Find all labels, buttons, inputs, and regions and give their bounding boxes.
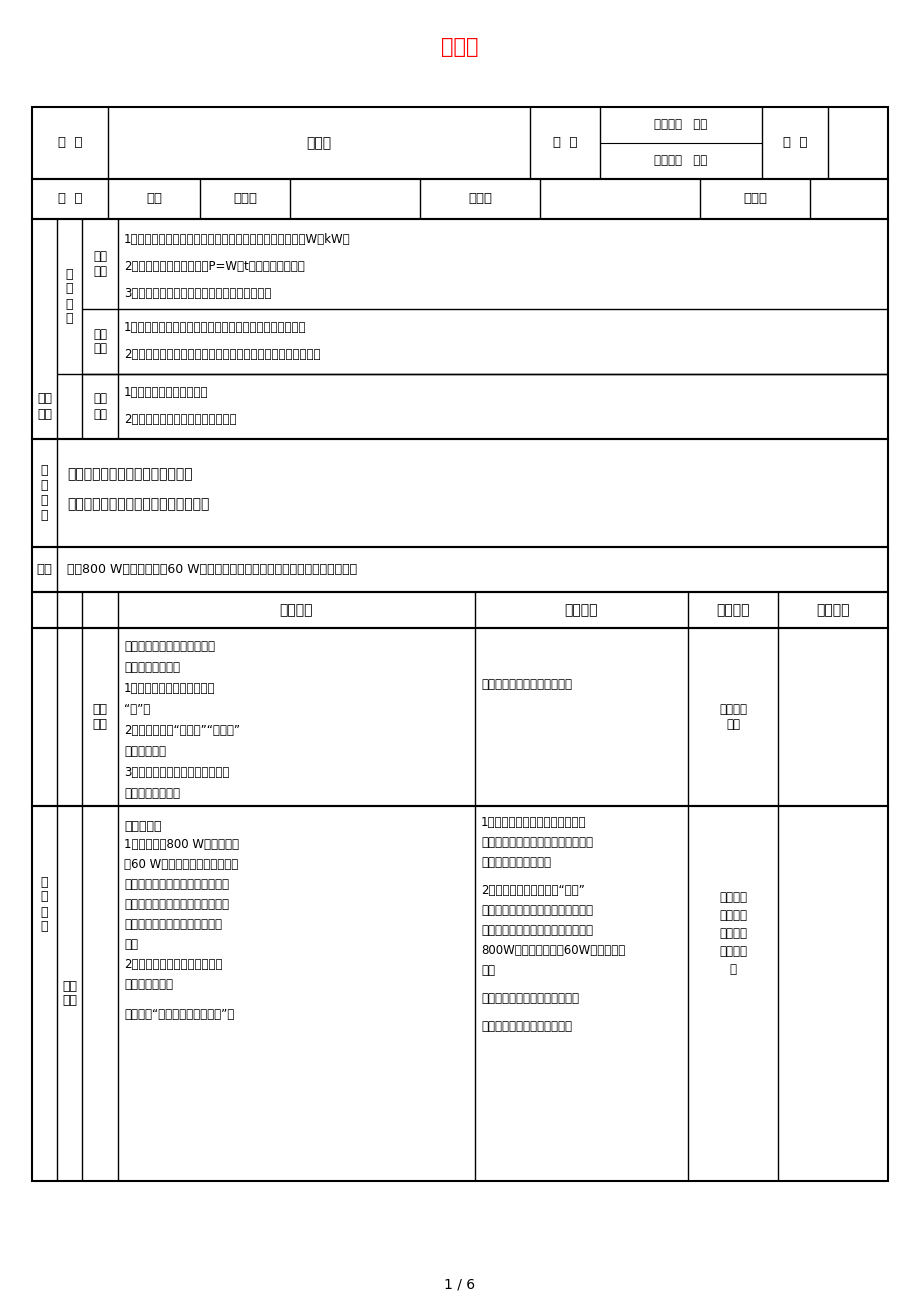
Text: 学
习
目
标: 学 习 目 标 (65, 267, 74, 326)
Text: 设计意图: 设计意图 (716, 603, 749, 617)
Text: 电功率: 电功率 (441, 36, 478, 57)
Text: 审核人: 审核人 (743, 193, 766, 206)
Text: 课  时: 课 时 (552, 137, 576, 150)
Text: 1．知道电功率表示消耗电能的快慢，知道电功率的单位是W或kW。: 1．知道电功率表示消耗电能的快慢，知道电功率的单位是W或kW。 (124, 233, 350, 246)
Text: 2．通过观察电能表的读数可以: 2．通过观察电能表的读数可以 (124, 958, 222, 971)
Text: 重
点
难
点: 重 点 难 点 (40, 464, 48, 522)
Text: 使学生得到直观认识：不同用电: 使学生得到直观认识：不同用电 (481, 992, 578, 1005)
Text: 提出问题，引导学生提出在生: 提出问题，引导学生提出在生 (124, 641, 215, 654)
Text: 的示教板，引导学生思考怎样利用: 的示教板，引导学生思考怎样利用 (124, 878, 229, 891)
Text: 不同时，电能表铝盘转速不同，表明: 不同时，电能表铝盘转速不同，表明 (481, 904, 593, 917)
Text: 所给器材进行实验，比较两个瓦数: 所给器材进行实验，比较两个瓦数 (124, 898, 229, 911)
Text: 2．学生通过实验观察出“瓦数”: 2．学生通过实验观察出“瓦数” (481, 884, 584, 897)
Text: 的学习兴: 的学习兴 (719, 909, 746, 922)
Text: 启
动
课
堂: 启 动 课 堂 (40, 875, 48, 934)
Text: 慢。: 慢。 (481, 963, 494, 976)
Text: 3．会用电功率的概念解释生活中的一些现象。: 3．会用电功率的概念解释生活中的一些现象。 (124, 286, 271, 299)
Text: 得到什么结论？: 得到什么结论？ (124, 978, 173, 991)
Text: 不同的灯泡在消耗电能上有何不: 不同的灯泡在消耗电能上有何不 (124, 918, 221, 931)
Text: 一只800 W的灯泡，一只60 W的灯泡，一个带电能表的示教板，多媒体设备。: 一只800 W的灯泡，一只60 W的灯泡，一个带电能表的示教板，多媒体设备。 (67, 562, 357, 575)
Text: 2．会用电功率的计算公式P=W／t进行简单的计算。: 2．会用电功率的计算公式P=W／t进行简单的计算。 (124, 260, 304, 273)
Text: 想法进行讨论和补充。: 想法进行讨论和补充。 (481, 855, 550, 868)
Bar (32, 439, 887, 547)
Text: 出自己的实验思路，并对这组学生的: 出自己的实验思路，并对这组学生的 (481, 836, 593, 849)
Text: 课  题: 课 题 (58, 137, 82, 150)
Text: 电功率: 电功率 (306, 135, 331, 150)
Text: 能力
目标: 能力 目标 (93, 328, 107, 355)
Text: 教师活动: 教师活动 (279, 603, 312, 617)
Text: 学生活动: 学生活动 (564, 603, 597, 617)
Text: 教学
过程: 教学 过程 (62, 979, 77, 1008)
Text: 800W的消耗电能快，60W的消耗电能: 800W的消耗电能快，60W的消耗电能 (481, 944, 625, 957)
Text: 新课
引入: 新课 引入 (93, 703, 108, 730)
Text: 器材: 器材 (37, 562, 52, 575)
Text: 2．培养学生实事求是的科学态度。: 2．培养学生实事求是的科学态度。 (124, 413, 236, 426)
Bar (32, 178, 887, 219)
Text: 复备人: 复备人 (468, 193, 492, 206)
Text: 1．在学生讨论后，选一组学生说: 1．在学生讨论后，选一组学生说 (481, 816, 586, 829)
Text: 课  型: 课 型 (58, 193, 82, 206)
Bar (32, 107, 887, 178)
Text: 是什么意思？: 是什么意思？ (124, 745, 165, 758)
Text: 只60 W的灯泡、一个接好电能表: 只60 W的灯泡、一个接好电能表 (124, 858, 238, 871)
Text: 复备标注: 复备标注 (815, 603, 849, 617)
Text: 1 / 6: 1 / 6 (444, 1277, 475, 1292)
Text: 力: 力 (729, 963, 736, 976)
Text: 学生的能: 学生的能 (719, 945, 746, 958)
Text: 了两个灯泡消耗电能的快慢不一样，: 了两个灯泡消耗电能的快慢不一样， (481, 924, 593, 937)
Text: 播放视频“用电能表测量电功率”。: 播放视频“用电能表测量电功率”。 (124, 1008, 234, 1021)
Text: 1．激发学生的学习兴趣。: 1．激发学生的学习兴趣。 (124, 385, 209, 398)
Text: 激励学生
回答: 激励学生 回答 (719, 703, 746, 730)
Text: 3．电器瓦数不一样，表现在消耗: 3．电器瓦数不一样，表现在消耗 (124, 766, 229, 779)
Text: 器消耗电能快慢是不一样的。: 器消耗电能快慢是不一样的。 (481, 1019, 572, 1032)
Text: 一、电功率: 一、电功率 (124, 820, 162, 833)
Text: 新授: 新授 (146, 193, 162, 206)
Text: 感知
目标: 感知 目标 (37, 392, 52, 421)
Text: 难点：运用电功率公式计算实际问题。: 难点：运用电功率公式计算实际问题。 (67, 497, 210, 510)
Text: 2．通过对生活中实际问题的探讨，加深对电功率概念的理解。: 2．通过对生活中实际问题的探讨，加深对电功率概念的理解。 (124, 348, 320, 361)
Text: 日  期: 日 期 (782, 137, 806, 150)
Text: 主备人: 主备人 (233, 193, 256, 206)
Text: 学生讨论出各种不同的结果。: 学生讨论出各种不同的结果。 (481, 678, 572, 691)
Bar (32, 592, 887, 628)
Text: 提高学生: 提高学生 (719, 891, 746, 904)
Text: “瓦”？: “瓦”？ (124, 703, 150, 716)
Text: 2．平常所说的“瓦数大”“瓦数小”: 2．平常所说的“瓦数大”“瓦数小” (124, 724, 240, 737)
Bar (32, 628, 887, 806)
Text: 同？: 同？ (124, 937, 138, 950)
Bar (32, 219, 887, 439)
Bar (32, 547, 887, 592)
Text: 1．提供一只800 W的灯泡、一: 1．提供一只800 W的灯泡、一 (124, 838, 239, 852)
Text: 电能上有何不同？: 电能上有何不同？ (124, 786, 180, 799)
Text: 趣、培养: 趣、培养 (719, 927, 746, 940)
Text: 1．观察体验电能表表盘转动快慢跟用电器电功率的关系。: 1．观察体验电能表表盘转动快慢跟用电器电功率的关系。 (124, 322, 306, 335)
Text: 本单元第   课时: 本单元第 课时 (653, 155, 707, 168)
Bar (32, 806, 887, 1181)
Text: 重点：掌握电功率的概念、公式。: 重点：掌握电功率的概念、公式。 (67, 467, 192, 480)
Text: 1．生活中什么地方经常提到: 1．生活中什么地方经常提到 (124, 682, 215, 695)
Text: 活中对瓦的认识。: 活中对瓦的认识。 (124, 661, 180, 674)
Text: 知识
目标: 知识 目标 (93, 250, 107, 279)
Text: 情感
目标: 情感 目标 (93, 392, 107, 421)
Text: 本学期第   课时: 本学期第 课时 (653, 118, 707, 132)
